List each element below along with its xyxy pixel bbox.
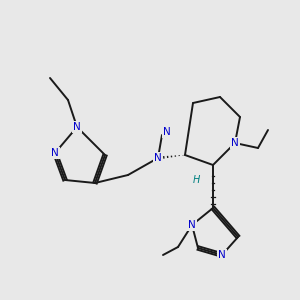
Text: N: N — [154, 153, 162, 163]
Text: H: H — [192, 175, 200, 185]
Text: N: N — [73, 122, 81, 132]
Text: N: N — [218, 250, 226, 260]
Text: N: N — [188, 220, 196, 230]
Text: N: N — [231, 138, 239, 148]
Text: N: N — [163, 127, 171, 137]
Text: N: N — [51, 148, 59, 158]
